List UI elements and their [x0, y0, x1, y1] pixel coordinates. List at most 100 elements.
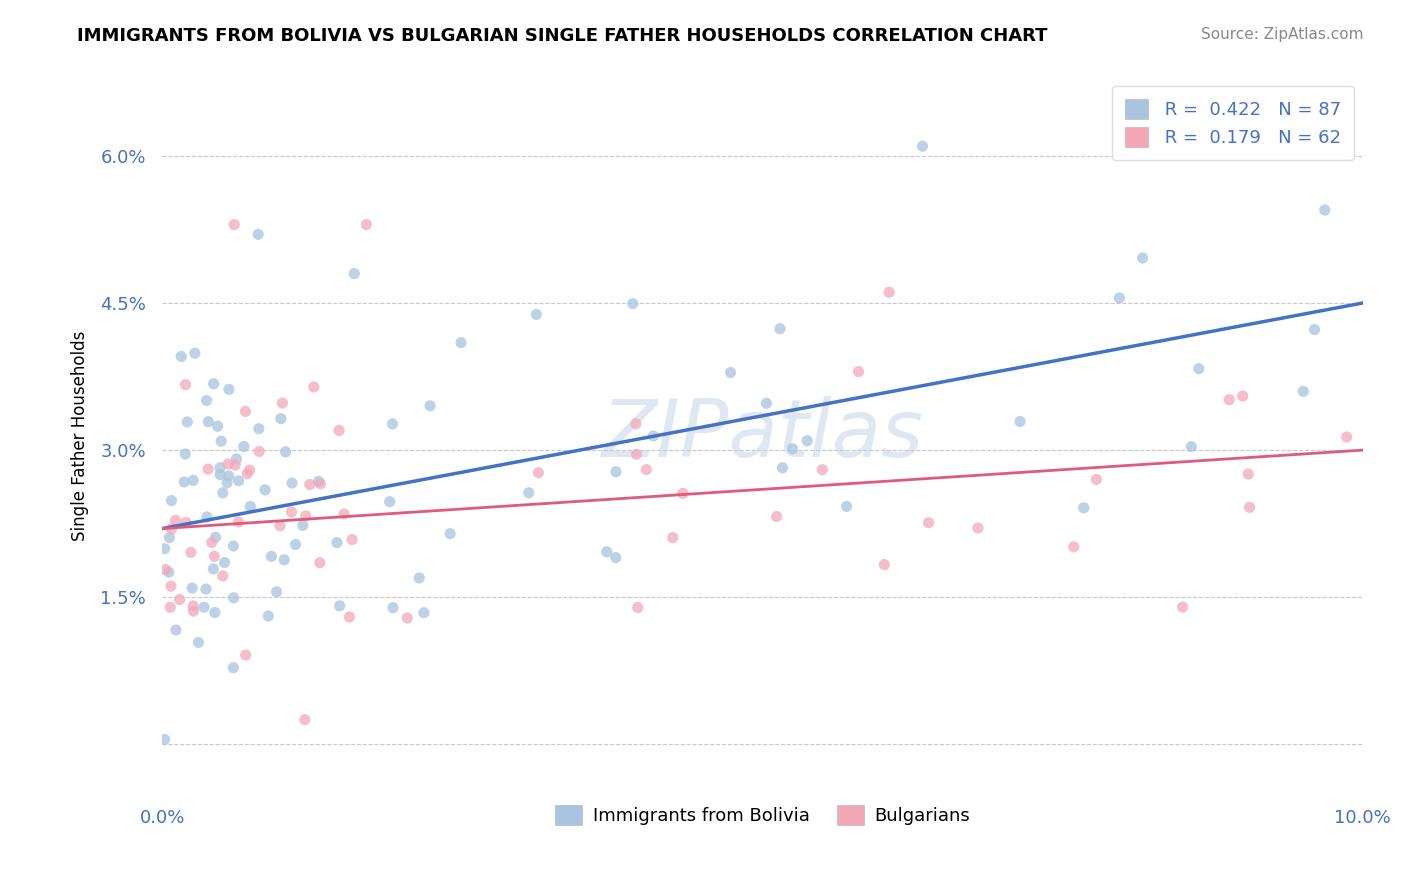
Point [194, 582, 217, 596]
Point [160, 579, 183, 593]
Point [214, 556, 236, 570]
Point [382, 600, 405, 615]
Point [238, 463, 260, 477]
Point [343, 267, 366, 281]
Point [197, 415, 219, 429]
Point [254, 483, 277, 497]
Point [284, 537, 307, 551]
Point [209, 467, 232, 482]
Point [524, 307, 547, 321]
Point [160, 522, 183, 536]
Point [184, 346, 207, 360]
Point [450, 335, 472, 350]
Point [222, 661, 245, 675]
Point [181, 473, 204, 487]
Point [873, 558, 896, 572]
Point [181, 581, 204, 595]
Point [176, 831, 198, 846]
Point [381, 417, 404, 431]
Point [204, 530, 226, 544]
Point [235, 648, 257, 662]
Point [329, 599, 352, 613]
Point [796, 434, 818, 448]
Point [271, 396, 294, 410]
Point [1085, 472, 1108, 486]
Point [298, 477, 321, 491]
Point [204, 606, 226, 620]
Point [222, 539, 245, 553]
Point [1218, 392, 1240, 407]
Point [174, 447, 197, 461]
Point [201, 535, 224, 549]
Point [1232, 389, 1254, 403]
Text: ZIPatlas: ZIPatlas [602, 396, 924, 475]
Point [165, 623, 187, 637]
Point [202, 549, 225, 564]
Point [782, 442, 804, 456]
Point [326, 535, 349, 549]
Point [247, 444, 270, 458]
Point [165, 513, 187, 527]
Point [266, 584, 288, 599]
Legend: Immigrants from Bolivia, Bulgarians: Immigrants from Bolivia, Bulgarians [546, 796, 979, 834]
Point [527, 466, 550, 480]
Point [224, 458, 246, 472]
Point [208, 460, 231, 475]
Point [160, 493, 183, 508]
Point [309, 556, 332, 570]
Point [720, 366, 742, 380]
Point [605, 465, 627, 479]
Point [911, 139, 934, 153]
Point [517, 485, 540, 500]
Point [222, 591, 245, 605]
Point [183, 604, 205, 618]
Point [811, 463, 834, 477]
Point [157, 531, 180, 545]
Point [173, 475, 195, 489]
Point [228, 474, 250, 488]
Point [967, 521, 990, 535]
Point [419, 399, 441, 413]
Point [218, 469, 240, 483]
Point [269, 519, 291, 533]
Point [1008, 414, 1031, 428]
Point [624, 417, 647, 431]
Point [225, 452, 247, 467]
Point [217, 457, 239, 471]
Point [1063, 540, 1085, 554]
Point [328, 424, 350, 438]
Point [153, 541, 176, 556]
Point [1171, 600, 1194, 615]
Point [877, 285, 900, 300]
Point [224, 218, 246, 232]
Point [755, 396, 778, 410]
Point [1303, 323, 1326, 337]
Point [643, 429, 665, 443]
Point [197, 462, 219, 476]
Point [1132, 251, 1154, 265]
Point [396, 611, 419, 625]
Point [232, 439, 254, 453]
Point [626, 447, 648, 461]
Point [239, 500, 262, 514]
Point [260, 549, 283, 564]
Point [235, 404, 257, 418]
Point [209, 434, 232, 449]
Point [661, 531, 683, 545]
Point [202, 376, 225, 391]
Point [228, 515, 250, 529]
Point [211, 486, 233, 500]
Point [195, 510, 218, 524]
Point [835, 500, 858, 514]
Point [848, 365, 870, 379]
Point [211, 569, 233, 583]
Point [772, 460, 794, 475]
Point [270, 411, 292, 425]
Point [917, 516, 939, 530]
Point [302, 380, 325, 394]
Point [157, 565, 180, 579]
Point [281, 475, 304, 490]
Point [274, 445, 297, 459]
Point [187, 635, 209, 649]
Point [155, 562, 177, 576]
